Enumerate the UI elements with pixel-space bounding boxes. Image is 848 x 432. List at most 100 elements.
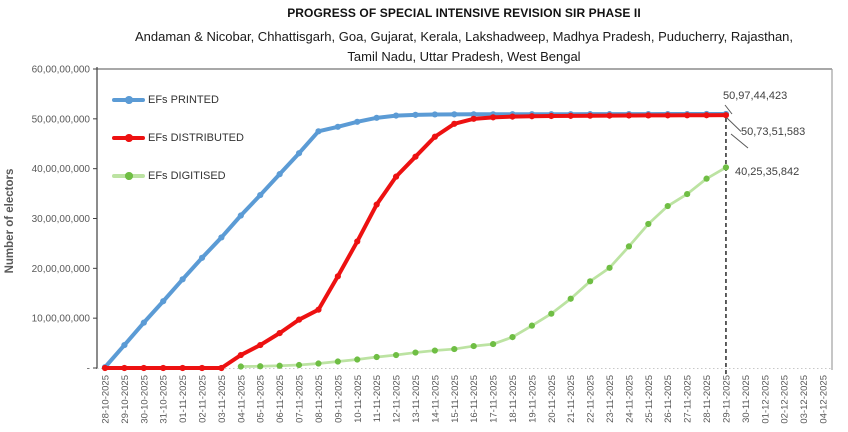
x-tick-label: 12-11-2025 (392, 375, 403, 423)
x-tick-label: 10-11-2025 (353, 375, 364, 423)
x-tick-label: 28-10-2025 (101, 375, 112, 424)
legend-marker-dot (125, 96, 133, 104)
legend-line-swatch (112, 96, 145, 104)
data-point-marker-efs-distributed (315, 306, 322, 313)
data-point-marker-efs-printed (121, 341, 128, 349)
legend-marker-dot (125, 172, 133, 180)
legend-item-efs-digitised: EFs DIGITISED (112, 170, 244, 182)
y-tick-label: 20,00,00,000 (32, 264, 91, 275)
data-point-marker-efs-distributed (528, 113, 536, 120)
data-point-marker-efs-distributed (606, 112, 613, 119)
data-point-marker-efs-printed (373, 114, 380, 121)
data-point-marker-efs-distributed (645, 112, 652, 119)
x-tick-label: 19-11-2025 (527, 375, 538, 423)
data-point-marker-efs-digitised (664, 202, 671, 210)
leader-line-distributed (726, 117, 742, 132)
x-tick-label: 04-12-2025 (818, 375, 829, 424)
x-tick-label: 16-11-2025 (469, 375, 480, 423)
data-point-marker-efs-distributed (354, 238, 361, 245)
data-point-marker-efs-digitised (373, 353, 380, 361)
data-point-marker-efs-digitised (722, 164, 730, 171)
data-point-marker-efs-digitised (451, 345, 458, 353)
legend-line-swatch (112, 134, 145, 142)
x-tick-label: 27-11-2025 (683, 375, 694, 423)
data-point-marker-efs-digitised (392, 351, 400, 359)
leader-line-distributed-2 (730, 133, 749, 149)
data-point-marker-efs-digitised (625, 243, 633, 250)
x-tick-label: 08-11-2025 (314, 375, 325, 423)
x-tick-label: 31-10-2025 (159, 375, 170, 424)
x-tick-label: 11-11-2025 (372, 375, 383, 422)
end-label-efs-digitised: 40,25,35,842 (735, 166, 800, 178)
data-point-marker-efs-distributed (684, 112, 691, 119)
y-tick-label: - (87, 364, 90, 375)
legend-item-efs-printed: EFs PRINTED (112, 94, 244, 106)
data-point-marker-efs-digitised (315, 360, 322, 367)
data-point-marker-efs-distributed (121, 364, 128, 372)
data-point-marker-efs-distributed (664, 112, 671, 119)
data-point-marker-efs-printed (218, 234, 225, 241)
data-point-marker-efs-digitised (276, 362, 283, 369)
x-tick-label: 22-11-2025 (586, 375, 597, 423)
data-point-marker-efs-distributed (237, 351, 244, 359)
x-tick-label: 02-12-2025 (780, 375, 791, 424)
data-point-marker-efs-printed (295, 150, 303, 157)
end-label-efs-printed: 50,97,44,423 (723, 90, 788, 102)
data-point-marker-efs-digitised (567, 295, 574, 302)
data-point-marker-efs-digitised (645, 220, 652, 228)
data-point-marker-efs-printed (160, 298, 167, 305)
data-point-marker-efs-distributed (392, 173, 400, 180)
data-point-marker-efs-digitised (509, 334, 516, 341)
x-tick-label: 07-11-2025 (295, 375, 306, 423)
x-tick-label: 03-11-2025 (217, 375, 228, 423)
data-point-marker-efs-printed (392, 112, 400, 119)
data-point-marker-efs-digitised (703, 175, 710, 182)
chart-subtitle-line-2: Tamil Nadu, Uttar Pradesh, West Bengal (347, 49, 581, 64)
data-point-marker-efs-digitised (587, 278, 594, 285)
data-point-marker-efs-distributed (412, 153, 419, 160)
data-point-marker-efs-distributed (218, 364, 225, 372)
data-point-marker-efs-distributed (431, 133, 438, 140)
x-tick-label: 14-11-2025 (430, 375, 441, 423)
data-point-marker-efs-digitised (412, 349, 419, 356)
data-point-marker-efs-printed (198, 254, 206, 261)
end-label-efs-distributed: 50,73,51,583 (741, 126, 806, 138)
data-point-marker-efs-digitised (295, 361, 303, 369)
data-point-marker-efs-distributed (198, 364, 206, 372)
x-tick-label: 06-11-2025 (275, 375, 286, 423)
data-point-marker-efs-distributed (140, 364, 147, 372)
data-point-marker-efs-distributed (470, 115, 477, 122)
y-tick-label: 30,00,00,000 (32, 214, 91, 225)
data-point-marker-efs-distributed (567, 112, 574, 119)
data-point-marker-efs-digitised (490, 340, 497, 348)
x-tick-label: 13-11-2025 (411, 375, 422, 423)
y-tick-label: 60,00,00,000 (32, 65, 91, 76)
x-tick-label: 28-11-2025 (702, 375, 713, 423)
leader-line-printed (724, 104, 733, 115)
data-point-marker-efs-printed (470, 111, 477, 118)
x-tick-label: 26-11-2025 (663, 375, 674, 423)
data-point-marker-efs-distributed (490, 114, 497, 121)
x-tick-label: 29-10-2025 (120, 375, 131, 424)
data-point-marker-efs-printed (451, 111, 458, 118)
data-point-marker-efs-distributed (625, 112, 633, 119)
series-line-efs-digitised (239, 166, 728, 368)
data-point-marker-efs-digitised (528, 322, 536, 329)
data-point-marker-efs-digitised (354, 356, 361, 363)
data-point-marker-efs-printed (140, 319, 147, 326)
chart-title: PROGRESS OF SPECIAL INTENSIVE REVISION S… (287, 6, 641, 20)
x-tick-label: 18-11-2025 (508, 375, 519, 423)
data-point-marker-efs-digitised (606, 264, 613, 271)
data-point-marker-efs-printed (237, 212, 244, 219)
data-point-marker-efs-distributed (179, 364, 186, 372)
legend-label: EFs DIGITISED (148, 170, 226, 182)
data-point-marker-efs-distributed (509, 113, 516, 120)
x-tick-label: 23-11-2025 (605, 375, 616, 423)
data-point-marker-efs-digitised (548, 310, 555, 317)
data-point-marker-efs-distributed (160, 364, 167, 372)
x-tick-label: 17-11-2025 (489, 375, 500, 423)
x-tick-label: 02-11-2025 (198, 375, 209, 423)
x-tick-label: 20-11-2025 (547, 375, 558, 423)
